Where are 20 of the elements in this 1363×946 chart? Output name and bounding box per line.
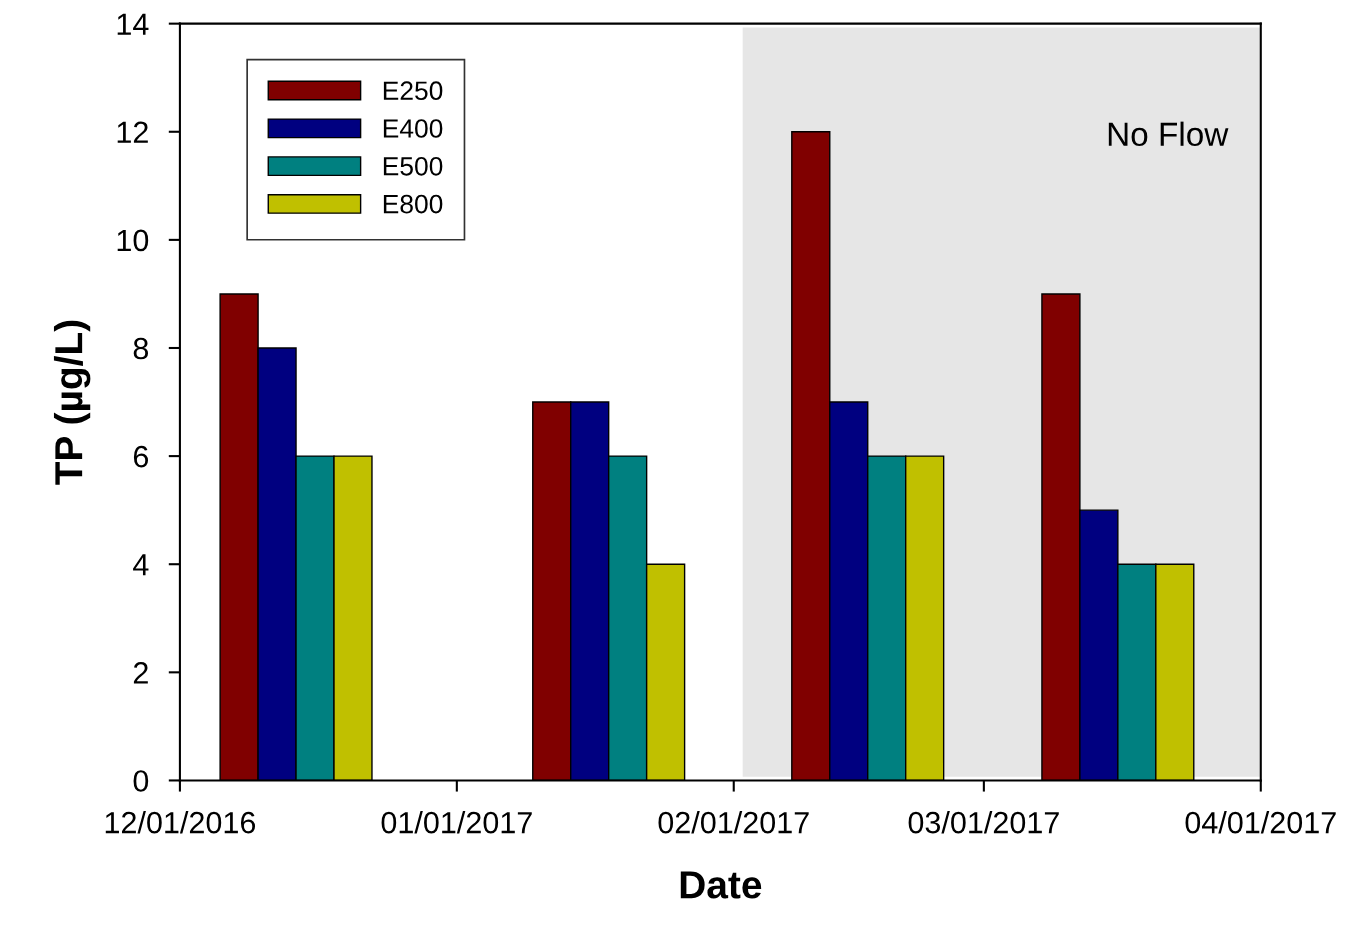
y-tick-label: 14 <box>117 13 149 35</box>
y-tick-label: 10 <box>117 229 149 252</box>
y-tick-label: 6 <box>133 445 149 468</box>
y-tick-label: 0 <box>133 770 149 792</box>
x-tick-label: 01/01/2017 <box>381 811 532 834</box>
y-axis-title: TP (µg/L) <box>53 320 91 485</box>
y-tick-label: 4 <box>133 554 149 576</box>
x-tick-label: 12/01/2016 <box>105 811 256 834</box>
x-tick-label: 02/01/2017 <box>658 811 809 834</box>
x-tick-label: 03/01/2017 <box>908 811 1059 834</box>
x-tick-label: 04/01/2017 <box>1185 811 1336 834</box>
band-label: No Flow <box>1108 121 1229 147</box>
legend-label: E250 <box>383 81 443 101</box>
legend-label: E500 <box>383 156 443 176</box>
x-axis-title: Date <box>680 871 762 899</box>
legend-label: E800 <box>383 194 443 214</box>
y-tick-label: 12 <box>117 121 148 143</box>
legend-label: E400 <box>383 119 443 138</box>
y-tick-label: 8 <box>133 337 149 360</box>
y-tick-label: 2 <box>133 662 148 684</box>
